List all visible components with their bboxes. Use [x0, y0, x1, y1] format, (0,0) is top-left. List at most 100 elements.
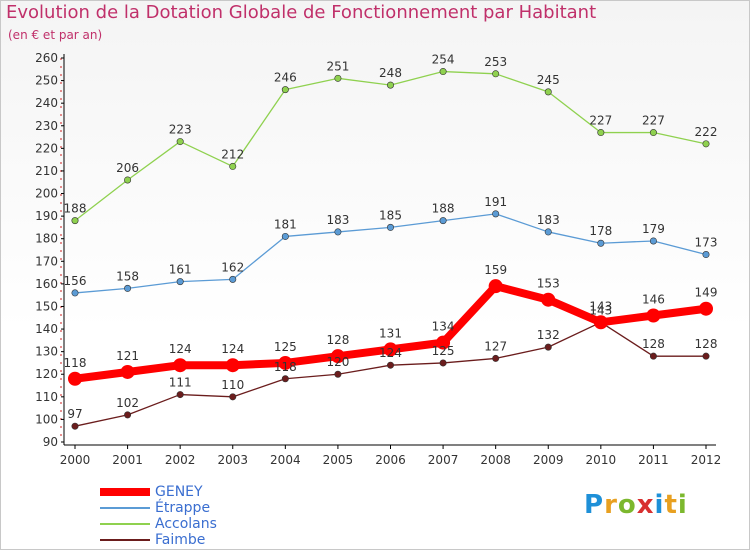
data-label: 181 — [274, 217, 297, 231]
x-tick-label: 2012 — [691, 453, 722, 467]
data-point — [71, 217, 79, 225]
data-label: 183 — [326, 213, 349, 227]
data-point — [649, 352, 657, 360]
data-point — [281, 232, 289, 240]
data-point — [597, 129, 605, 137]
data-point — [439, 217, 447, 225]
data-label: 251 — [326, 59, 349, 73]
logo-letter: r — [604, 490, 618, 520]
data-label: 254 — [432, 53, 455, 67]
y-tick-label: 240 — [35, 96, 58, 110]
data-point — [492, 354, 500, 362]
data-point — [541, 292, 556, 307]
legend-swatch — [100, 523, 150, 525]
data-point — [492, 70, 500, 78]
data-label: 121 — [116, 349, 139, 363]
series-line-Accolans — [74, 70, 707, 222]
logo-letter: i — [654, 490, 665, 520]
logo-letter: x — [636, 490, 655, 520]
data-label: 173 — [695, 236, 718, 250]
data-label: 149 — [695, 286, 718, 300]
y-tick-label: 190 — [35, 209, 58, 223]
data-point — [229, 162, 237, 170]
data-point — [544, 88, 552, 96]
y-tick-label: 220 — [35, 141, 58, 155]
data-label: 132 — [537, 328, 560, 342]
data-point — [646, 308, 661, 323]
data-point — [173, 358, 188, 373]
data-label: 185 — [379, 208, 402, 222]
data-point — [439, 359, 447, 367]
x-tick-label: 2007 — [428, 453, 459, 467]
data-label: 188 — [64, 202, 87, 216]
data-point — [649, 129, 657, 137]
data-label: 227 — [642, 114, 665, 128]
data-point — [176, 138, 184, 146]
y-tick-label: 260 — [35, 51, 58, 65]
data-point — [702, 251, 710, 259]
data-point — [124, 176, 132, 184]
data-point — [593, 315, 608, 330]
data-label: 102 — [116, 396, 139, 410]
y-tick-label: 160 — [35, 277, 58, 291]
data-label: 110 — [221, 378, 244, 392]
y-tick-label: 230 — [35, 119, 58, 133]
data-label: 120 — [326, 355, 349, 369]
data-label: 179 — [642, 222, 665, 236]
data-point — [386, 223, 394, 231]
data-label: 111 — [169, 376, 192, 390]
data-label: 183 — [537, 213, 560, 227]
data-point — [436, 335, 451, 350]
x-tick-label: 2011 — [638, 453, 669, 467]
legend-swatch — [100, 488, 150, 496]
y-tick-label: 120 — [35, 367, 58, 381]
data-point — [71, 422, 79, 430]
data-point — [492, 210, 500, 218]
data-point — [702, 352, 710, 360]
data-label: 124 — [221, 342, 244, 356]
data-label: 161 — [169, 263, 192, 277]
data-point — [225, 358, 240, 373]
y-tick-label: 140 — [35, 322, 58, 336]
logo-letter: o — [617, 490, 637, 520]
data-label: 178 — [589, 224, 612, 238]
data-point — [439, 68, 447, 76]
data-label: 246 — [274, 71, 297, 85]
data-point — [649, 237, 657, 245]
data-label: 131 — [379, 326, 402, 340]
data-point — [281, 375, 289, 383]
logo-letter: i — [677, 490, 688, 520]
legend-label: Faimbe — [155, 532, 206, 548]
data-label: 134 — [432, 320, 455, 334]
data-label: 191 — [484, 195, 507, 209]
data-label: 212 — [221, 147, 244, 161]
data-point — [334, 228, 342, 236]
y-tick-label: 150 — [35, 299, 58, 313]
x-tick-label: 2001 — [112, 453, 143, 467]
data-label: 227 — [589, 114, 612, 128]
data-label: 153 — [537, 277, 560, 291]
x-tick-label: 2006 — [375, 453, 406, 467]
x-tick-label: 2009 — [533, 453, 564, 467]
x-tick-label: 2002 — [165, 453, 196, 467]
data-point — [386, 81, 394, 89]
y-tick-label: 110 — [35, 390, 58, 404]
data-label: 156 — [64, 274, 87, 288]
data-label: 127 — [484, 339, 507, 353]
logo-letter: P — [584, 490, 605, 520]
proxiti-logo: Proxiti — [584, 490, 688, 520]
data-label: 128 — [326, 333, 349, 347]
data-point — [597, 239, 605, 247]
y-tick-label: 250 — [35, 74, 58, 88]
data-point — [68, 371, 82, 386]
data-label: 222 — [695, 125, 718, 139]
data-point — [120, 364, 135, 379]
data-point — [334, 370, 342, 378]
x-tick-label: 2005 — [323, 453, 354, 467]
data-point — [124, 411, 132, 419]
data-point — [229, 275, 237, 283]
y-tick-label: 170 — [35, 254, 58, 268]
data-point — [71, 289, 79, 297]
data-label: 159 — [484, 263, 507, 277]
